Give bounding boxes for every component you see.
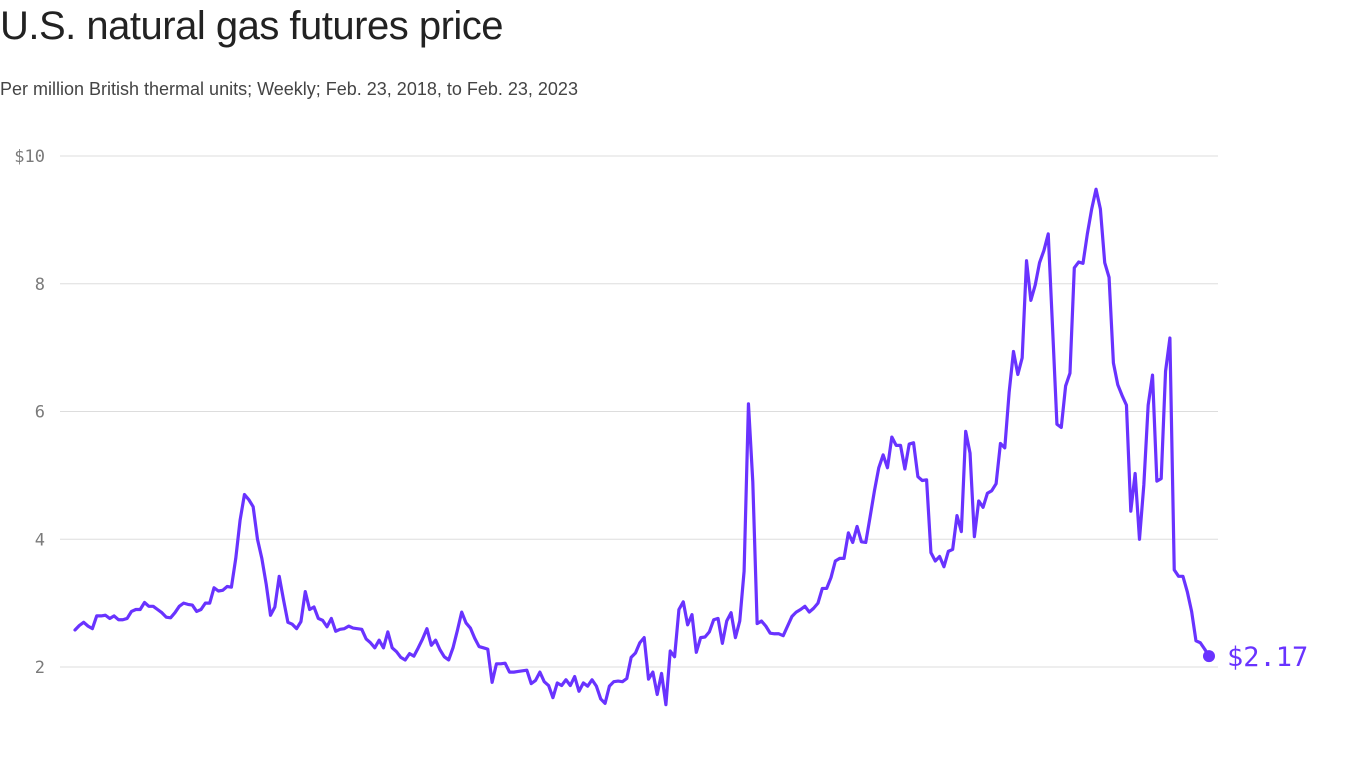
y-tick-label: 6 [35, 403, 45, 423]
price-series-line [73, 187, 1211, 707]
y-tick-label: $10 [14, 147, 45, 167]
latest-price-label: $2.17 [1227, 642, 1308, 673]
chart-title: U.S. natural gas futures price [0, 4, 504, 48]
y-tick-label: 2 [35, 658, 45, 678]
y-tick-label: 8 [35, 275, 45, 295]
gridlines [60, 155, 1218, 668]
chart-subtitle: Per million British thermal units; Weekl… [0, 79, 578, 99]
y-axis-ticks: 2 4 6 8 $10 [14, 147, 45, 678]
latest-price-marker [1203, 650, 1215, 663]
y-tick-label: 4 [35, 530, 45, 550]
